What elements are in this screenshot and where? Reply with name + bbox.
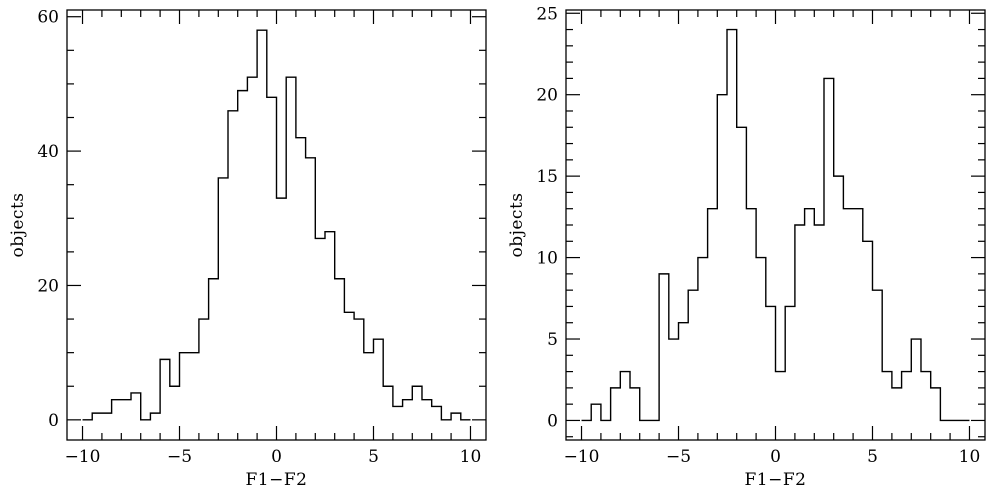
x-axis-label: F1−F2 [246,470,308,490]
x-tick-label: −5 [666,447,691,467]
plot-frame [66,9,487,441]
histogram-panel-right: −10 −5 0 5 10 0 5 10 15 20 25 F1−F2 objects [507,4,986,490]
y-tick-label: 0 [547,411,558,431]
y-tick-label: 40 [37,142,59,162]
x-tick-label: −5 [167,447,192,467]
x-tick-label: −10 [65,447,101,467]
x-tick-label: 10 [460,447,482,467]
histogram-panel-left: −10 −5 0 5 10 0 20 40 60 F1−F2 objects [8,8,487,490]
x-tick-label: 0 [271,447,282,467]
y-tick-labels: 0 20 40 60 [37,8,59,431]
x-tick-labels: −10 −5 0 5 10 [65,447,482,467]
x-tick-label: 5 [368,447,379,467]
y-tick-label: 15 [536,167,558,187]
x-tick-label: 5 [867,447,878,467]
x-tick-labels: −10 −5 0 5 10 [564,447,981,467]
axis-ticks [67,10,486,440]
y-tick-label: 20 [37,276,59,296]
y-tick-label: 25 [536,4,558,24]
y-axis-label: objects [507,192,527,257]
y-tick-label: 10 [536,249,558,269]
y-axis-label: objects [8,192,28,257]
x-axis-label: F1−F2 [745,470,807,490]
histogram-steps [581,28,970,422]
y-tick-label: 60 [37,8,59,28]
y-tick-label: 0 [48,411,59,431]
x-tick-label: 10 [959,447,981,467]
x-tick-label: 0 [770,447,781,467]
y-tick-label: 20 [536,86,558,106]
axis-ticks [566,10,985,440]
plot-frame [565,9,986,441]
histogram-steps [82,29,471,421]
y-tick-labels: 0 5 10 15 20 25 [536,4,558,431]
x-tick-label: −10 [564,447,600,467]
y-tick-label: 5 [547,330,558,350]
